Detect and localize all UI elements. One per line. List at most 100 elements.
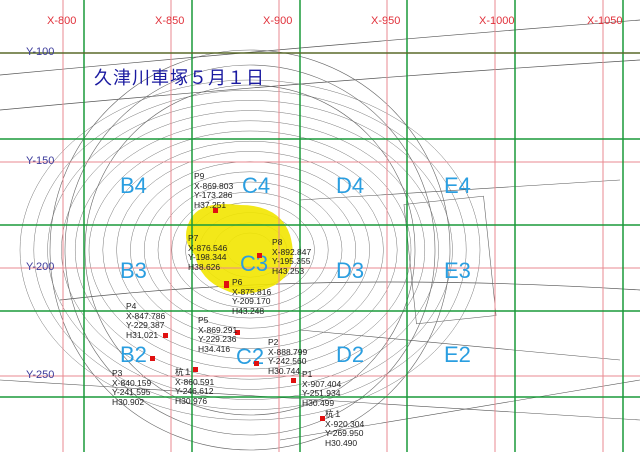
grid-cell-label: E4 [444, 173, 471, 198]
y-axis-label: Y-150 [26, 155, 55, 167]
contour-line [143, 171, 357, 329]
boundary-line [279, 379, 640, 441]
y-axis-label: Y-200 [26, 261, 55, 273]
point-name: P8 [272, 237, 283, 247]
grid-cell-label: E3 [444, 258, 471, 283]
point-name: P5 [198, 315, 209, 325]
point-name: 杭１ [175, 367, 193, 377]
survey-point-marker [254, 361, 259, 366]
arc-line [49, 49, 451, 451]
survey-point-label: P9 X-869.803 Y-173.286 H37.251 [194, 171, 233, 210]
contour-line [102, 140, 398, 360]
contour-line [47, 100, 453, 400]
point-y: Y-242.560 [268, 356, 307, 366]
point-y: Y-195.355 [272, 256, 311, 266]
road-line [0, 19, 640, 76]
boundary-line [299, 179, 621, 201]
map-title: 久津川車塚５月１日 [94, 68, 265, 88]
point-y: Y-173.286 [194, 190, 233, 200]
contour-line [171, 191, 329, 309]
point-x: X-860.591 [175, 376, 215, 387]
point-y: Y-229.387 [126, 320, 165, 330]
survey-point-label: P6 X-875.816 Y-209.170 H43.248 [232, 277, 272, 316]
point-h: H30.499 [302, 397, 335, 408]
x-axis-label: X-900 [263, 15, 293, 27]
survey-point-label: P2 X-888.799 Y-242.560 H30.744 [268, 337, 308, 376]
survey-point-marker [320, 416, 325, 421]
point-name: P1 [302, 369, 313, 379]
point-h: H37.251 [194, 199, 227, 210]
x-axis-label: X-850 [155, 15, 185, 27]
point-x: X-892.847 [272, 246, 312, 257]
survey-point-marker [224, 283, 229, 288]
grid-cell-label: C3 [240, 251, 269, 276]
contour-line [116, 151, 384, 349]
survey-point-marker [235, 330, 240, 335]
point-x: X-875.816 [232, 286, 272, 297]
grid-cell-label: D2 [336, 342, 365, 367]
point-h: H30.490 [325, 437, 358, 448]
point-y: Y-209.170 [232, 296, 271, 306]
point-h: H34.416 [198, 343, 231, 354]
grid-cell-label: C2 [236, 344, 265, 369]
point-x: X-888.799 [268, 346, 308, 357]
contour-line [185, 202, 315, 298]
point-name: P3 [112, 368, 123, 378]
contour-line [157, 181, 343, 319]
survey-point-label: 杭１ X-860.591 Y-246.612 H30.976 [175, 367, 215, 406]
survey-point-label: P1 X-907.404 Y-251.934 H30.499 [302, 369, 341, 408]
boundary-line [299, 329, 621, 361]
arc-line [84, 84, 416, 416]
survey-point-marker [193, 367, 198, 372]
grid-cell-label: D3 [336, 258, 365, 283]
contour-line [19, 79, 481, 421]
x-axis-label: X-1000 [479, 15, 515, 27]
point-name: P9 [194, 171, 205, 181]
point-name: P7 [188, 233, 199, 243]
grid-cell-label: B4 [120, 173, 147, 198]
y-axis-label: Y-250 [26, 369, 55, 381]
survey-point-label: P7 X-876.546 Y-198.344 H38.626 [188, 233, 228, 272]
point-x: X-869.291 [198, 324, 238, 335]
arc-line [64, 64, 436, 436]
survey-point-marker [291, 378, 296, 383]
grid-cell-label: B3 [120, 258, 147, 283]
grid-cell-label: C4 [242, 173, 271, 198]
road-line [59, 281, 640, 301]
grid-cell-label: D4 [336, 173, 365, 198]
point-x: X-847.786 [126, 310, 166, 321]
point-name: 杭１ [325, 409, 343, 419]
x-axis-label: X-950 [371, 15, 401, 27]
point-h: H43.248 [232, 305, 265, 316]
survey-point-label: P5 X-869.291 Y-229.236 H34.416 [198, 315, 238, 354]
point-name: P4 [126, 301, 137, 311]
grid-cell-label: E2 [444, 342, 471, 367]
survey-point-marker [150, 356, 155, 361]
survey-point-marker [163, 333, 168, 338]
highlight-area [186, 204, 293, 294]
contour-line [74, 120, 426, 380]
point-x: X-920.304 [325, 418, 365, 429]
point-h: H30.902 [112, 396, 145, 407]
point-x: X-840.159 [112, 377, 152, 388]
contour-line [88, 130, 412, 370]
survey-point-label: P4 X-847.786 Y-229.387 H31.021 [126, 301, 166, 340]
point-x: X-876.546 [188, 242, 228, 253]
point-name: P2 [268, 337, 279, 347]
boundary-line [0, 379, 640, 421]
point-y: Y-251.934 [302, 388, 341, 398]
survey-point-marker [213, 208, 218, 213]
x-axis-label: X-800 [47, 15, 77, 27]
point-y: Y-269.950 [325, 428, 364, 438]
point-y: Y-241.595 [112, 387, 151, 397]
point-h: H38.626 [188, 261, 221, 272]
survey-point-label: P3 X-840.159 Y-241.595 H30.902 [112, 368, 152, 407]
survey-point-label: P8 X-892.847 Y-195.355 H43.253 [272, 237, 312, 276]
y-axis-label: Y-100 [26, 46, 55, 58]
point-h: H31.021 [126, 329, 159, 340]
point-h: H30.976 [175, 395, 208, 406]
point-name: P6 [232, 277, 243, 287]
point-h: H30.744 [268, 365, 301, 376]
grid-cell-label: B2 [120, 342, 147, 367]
